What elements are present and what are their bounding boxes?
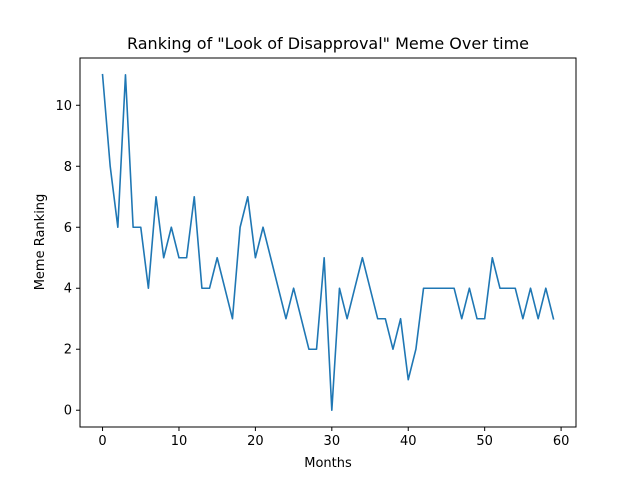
y-axis-label: Meme Ranking: [33, 194, 48, 291]
x-tick-label: 60: [553, 434, 570, 449]
x-tick-label: 50: [476, 434, 493, 449]
series-line-1: [101, 73, 555, 412]
plot-frame: [79, 57, 577, 428]
x-axis-label: Months: [304, 456, 352, 471]
y-tick-label: 6: [64, 221, 72, 236]
plot-area: 0 10 20 30 40 50 60 0 2 4 6 8 10: [55, 57, 577, 449]
y-tick-label: 2: [64, 343, 72, 358]
y-tick-label: 4: [64, 282, 72, 297]
x-tick-label: 10: [171, 434, 188, 449]
y-tick-label: 10: [55, 99, 72, 114]
y-tick-label: 8: [64, 160, 72, 175]
x-tick-label: 0: [98, 434, 106, 449]
chart-title: Ranking of "Look of Disapproval" Meme Ov…: [127, 34, 529, 53]
x-tick-label: 20: [247, 434, 264, 449]
x-tick-label: 40: [400, 434, 417, 449]
y-tick-label: 0: [64, 404, 72, 419]
x-tick-label: 30: [324, 434, 341, 449]
